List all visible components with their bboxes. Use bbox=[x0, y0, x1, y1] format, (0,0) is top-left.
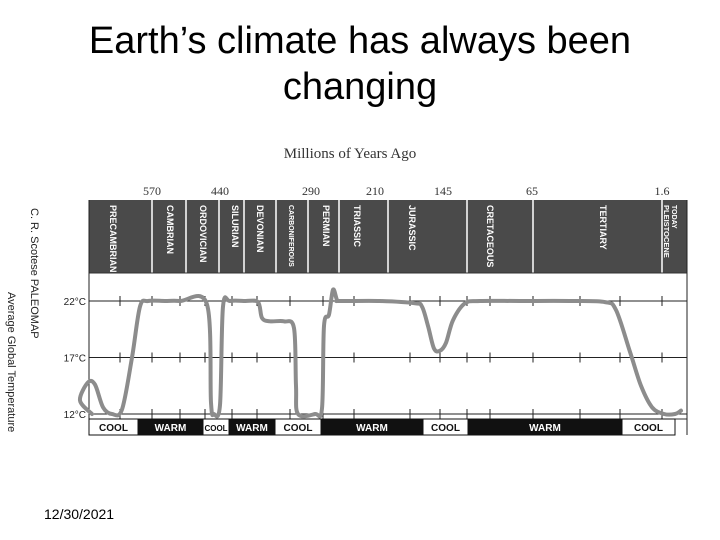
x-tick-label: 145 bbox=[434, 184, 452, 198]
period-label: TRIASSIC bbox=[352, 205, 362, 248]
climate-band-label: COOL bbox=[634, 423, 663, 434]
x-tick-label: 1.6 bbox=[655, 184, 670, 198]
period-label: PLEISTOCENE bbox=[662, 205, 671, 258]
period-label: DEVONIAN bbox=[255, 205, 265, 253]
climate-band-label: WARM bbox=[236, 423, 268, 434]
period-label: PERMIAN bbox=[321, 205, 331, 247]
period-label: JURASSIC bbox=[407, 205, 417, 251]
climate-band-label: WARM bbox=[155, 423, 187, 434]
climate-band-label: COOL bbox=[431, 423, 460, 434]
x-axis-ticks: 570 440 290 210 145 65 1.6 bbox=[143, 184, 670, 198]
y-tick-label: 22°C bbox=[64, 297, 86, 308]
period-label: SILURIAN bbox=[230, 205, 240, 248]
period-label: TODAY bbox=[670, 205, 677, 229]
plot-background bbox=[88, 272, 688, 420]
climate-band-label: COOL bbox=[284, 423, 313, 434]
y-axis-label: Average Global Temperature bbox=[5, 292, 17, 432]
y-tick-label: 12°C bbox=[64, 410, 86, 421]
x-tick-label: 440 bbox=[211, 184, 229, 198]
period-strip: PRECAMBRIAN CAMBRIAN ORDOVICIAN SILURIAN DEV… bbox=[89, 200, 687, 273]
chart-title: Millions of Years Ago bbox=[284, 146, 417, 162]
slide-title: Earth’s climate has always been changing bbox=[88, 20, 632, 108]
climate-band-label: COOL bbox=[99, 423, 128, 434]
climate-band-label: COOL bbox=[204, 424, 227, 433]
period-label: CAMBRIAN bbox=[165, 205, 175, 254]
period-label: TERTIARY bbox=[598, 205, 608, 250]
x-tick-label: 290 bbox=[302, 184, 320, 198]
period-label: ORDOVICIAN bbox=[198, 205, 208, 263]
temperature-line bbox=[77, 287, 683, 419]
period-label: CRETACEOUS bbox=[485, 205, 495, 267]
y-tick-label: 17°C bbox=[64, 354, 86, 365]
slide-date: 12/30/2021 bbox=[44, 506, 115, 522]
climate-band-label: WARM bbox=[529, 423, 561, 434]
x-tick-label: 570 bbox=[143, 184, 161, 198]
cool-band bbox=[621, 418, 676, 436]
climate-band-label: WARM bbox=[356, 423, 388, 434]
chart-credit: C. R. Scotese PALEOMAP bbox=[28, 208, 40, 339]
period-label: PRECAMBRIAN bbox=[108, 205, 118, 273]
x-tick-label: 210 bbox=[366, 184, 384, 198]
climate-band-strip: COOL WARM COOL WARM COOL WARM COOL WARM COOL bbox=[88, 418, 676, 436]
period-label: CARBONIFEROUS bbox=[287, 205, 294, 267]
x-tick-label: 65 bbox=[526, 184, 538, 198]
